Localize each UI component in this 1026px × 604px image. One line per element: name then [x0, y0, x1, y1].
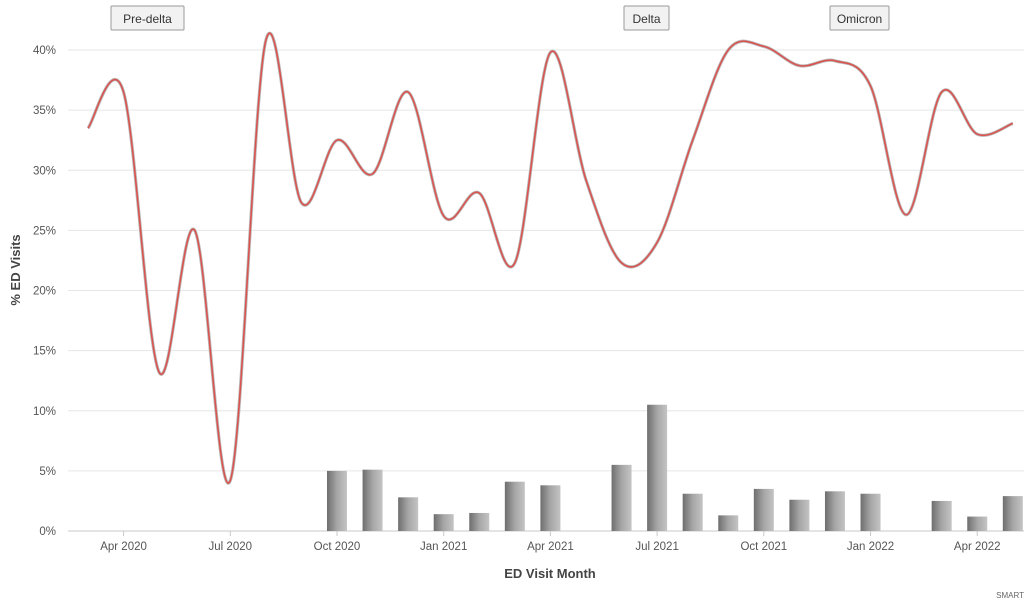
era-label-box [110, 5, 185, 31]
bar [540, 485, 561, 531]
bar [860, 493, 881, 531]
y-tick-label: 35% [33, 105, 56, 117]
y-tick-label: 20% [33, 286, 56, 298]
y-tick-label: 40% [33, 45, 56, 57]
line-series [86, 31, 1014, 485]
bar [469, 512, 490, 531]
x-tick-label: Oct 2021 [740, 541, 787, 553]
x-tick-label: Jul 2020 [209, 541, 252, 553]
bar [611, 464, 632, 531]
era-label: Pre-delta [110, 5, 185, 31]
bar [326, 470, 347, 531]
era-label: Delta [623, 5, 670, 31]
y-tick-label: 25% [33, 225, 56, 237]
line-series-shadow [86, 31, 1014, 485]
bar [967, 516, 988, 531]
era-label-text: Omicron [837, 12, 882, 26]
bar-series [326, 404, 1023, 531]
era-label-box [829, 5, 890, 31]
x-tick-label: Apr 2022 [954, 541, 1001, 553]
bar [1002, 496, 1023, 531]
x-axis-ticks: Apr 2020 Jul 2020 Oct 2020 Jan 2021 Apr 2021… [100, 531, 1001, 553]
era-label-text: Delta [632, 12, 660, 26]
bar [753, 488, 774, 531]
era-labels: Pre-delta Delta Omicron [110, 5, 890, 31]
bar [789, 499, 810, 531]
y-axis-title: % ED Visits [8, 234, 23, 305]
era-label-text: Pre-delta [123, 12, 172, 26]
bar [824, 491, 845, 531]
bar [504, 481, 525, 531]
y-tick-label: 5% [39, 466, 56, 478]
bar [682, 493, 703, 531]
x-tick-label: Jul 2021 [635, 541, 678, 553]
x-tick-label: Apr 2021 [527, 541, 574, 553]
y-tick-label: 0% [39, 526, 56, 538]
x-tick-label: Jan 2021 [420, 541, 467, 553]
bar [398, 497, 419, 531]
gridlines [68, 49, 1024, 472]
bar [362, 469, 383, 531]
era-label-box [623, 5, 670, 31]
x-axis-title: ED Visit Month [504, 566, 596, 581]
bar [647, 404, 668, 531]
chart-credit: SMART [996, 591, 1024, 600]
line-series-path [87, 32, 1014, 484]
x-tick-label: Oct 2020 [314, 541, 361, 553]
y-tick-label: 30% [33, 165, 56, 177]
bar [433, 514, 454, 531]
y-tick-label: 10% [33, 406, 56, 418]
x-tick-label: Jan 2022 [847, 541, 894, 553]
x-tick-label: Apr 2020 [100, 541, 147, 553]
era-label: Omicron [829, 5, 890, 31]
bar [718, 515, 739, 531]
bar [931, 500, 952, 531]
y-axis-ticks: 0% 5% 10% 15% 20% 25% 30% 35% 40% [33, 45, 56, 538]
y-tick-label: 15% [33, 346, 56, 358]
